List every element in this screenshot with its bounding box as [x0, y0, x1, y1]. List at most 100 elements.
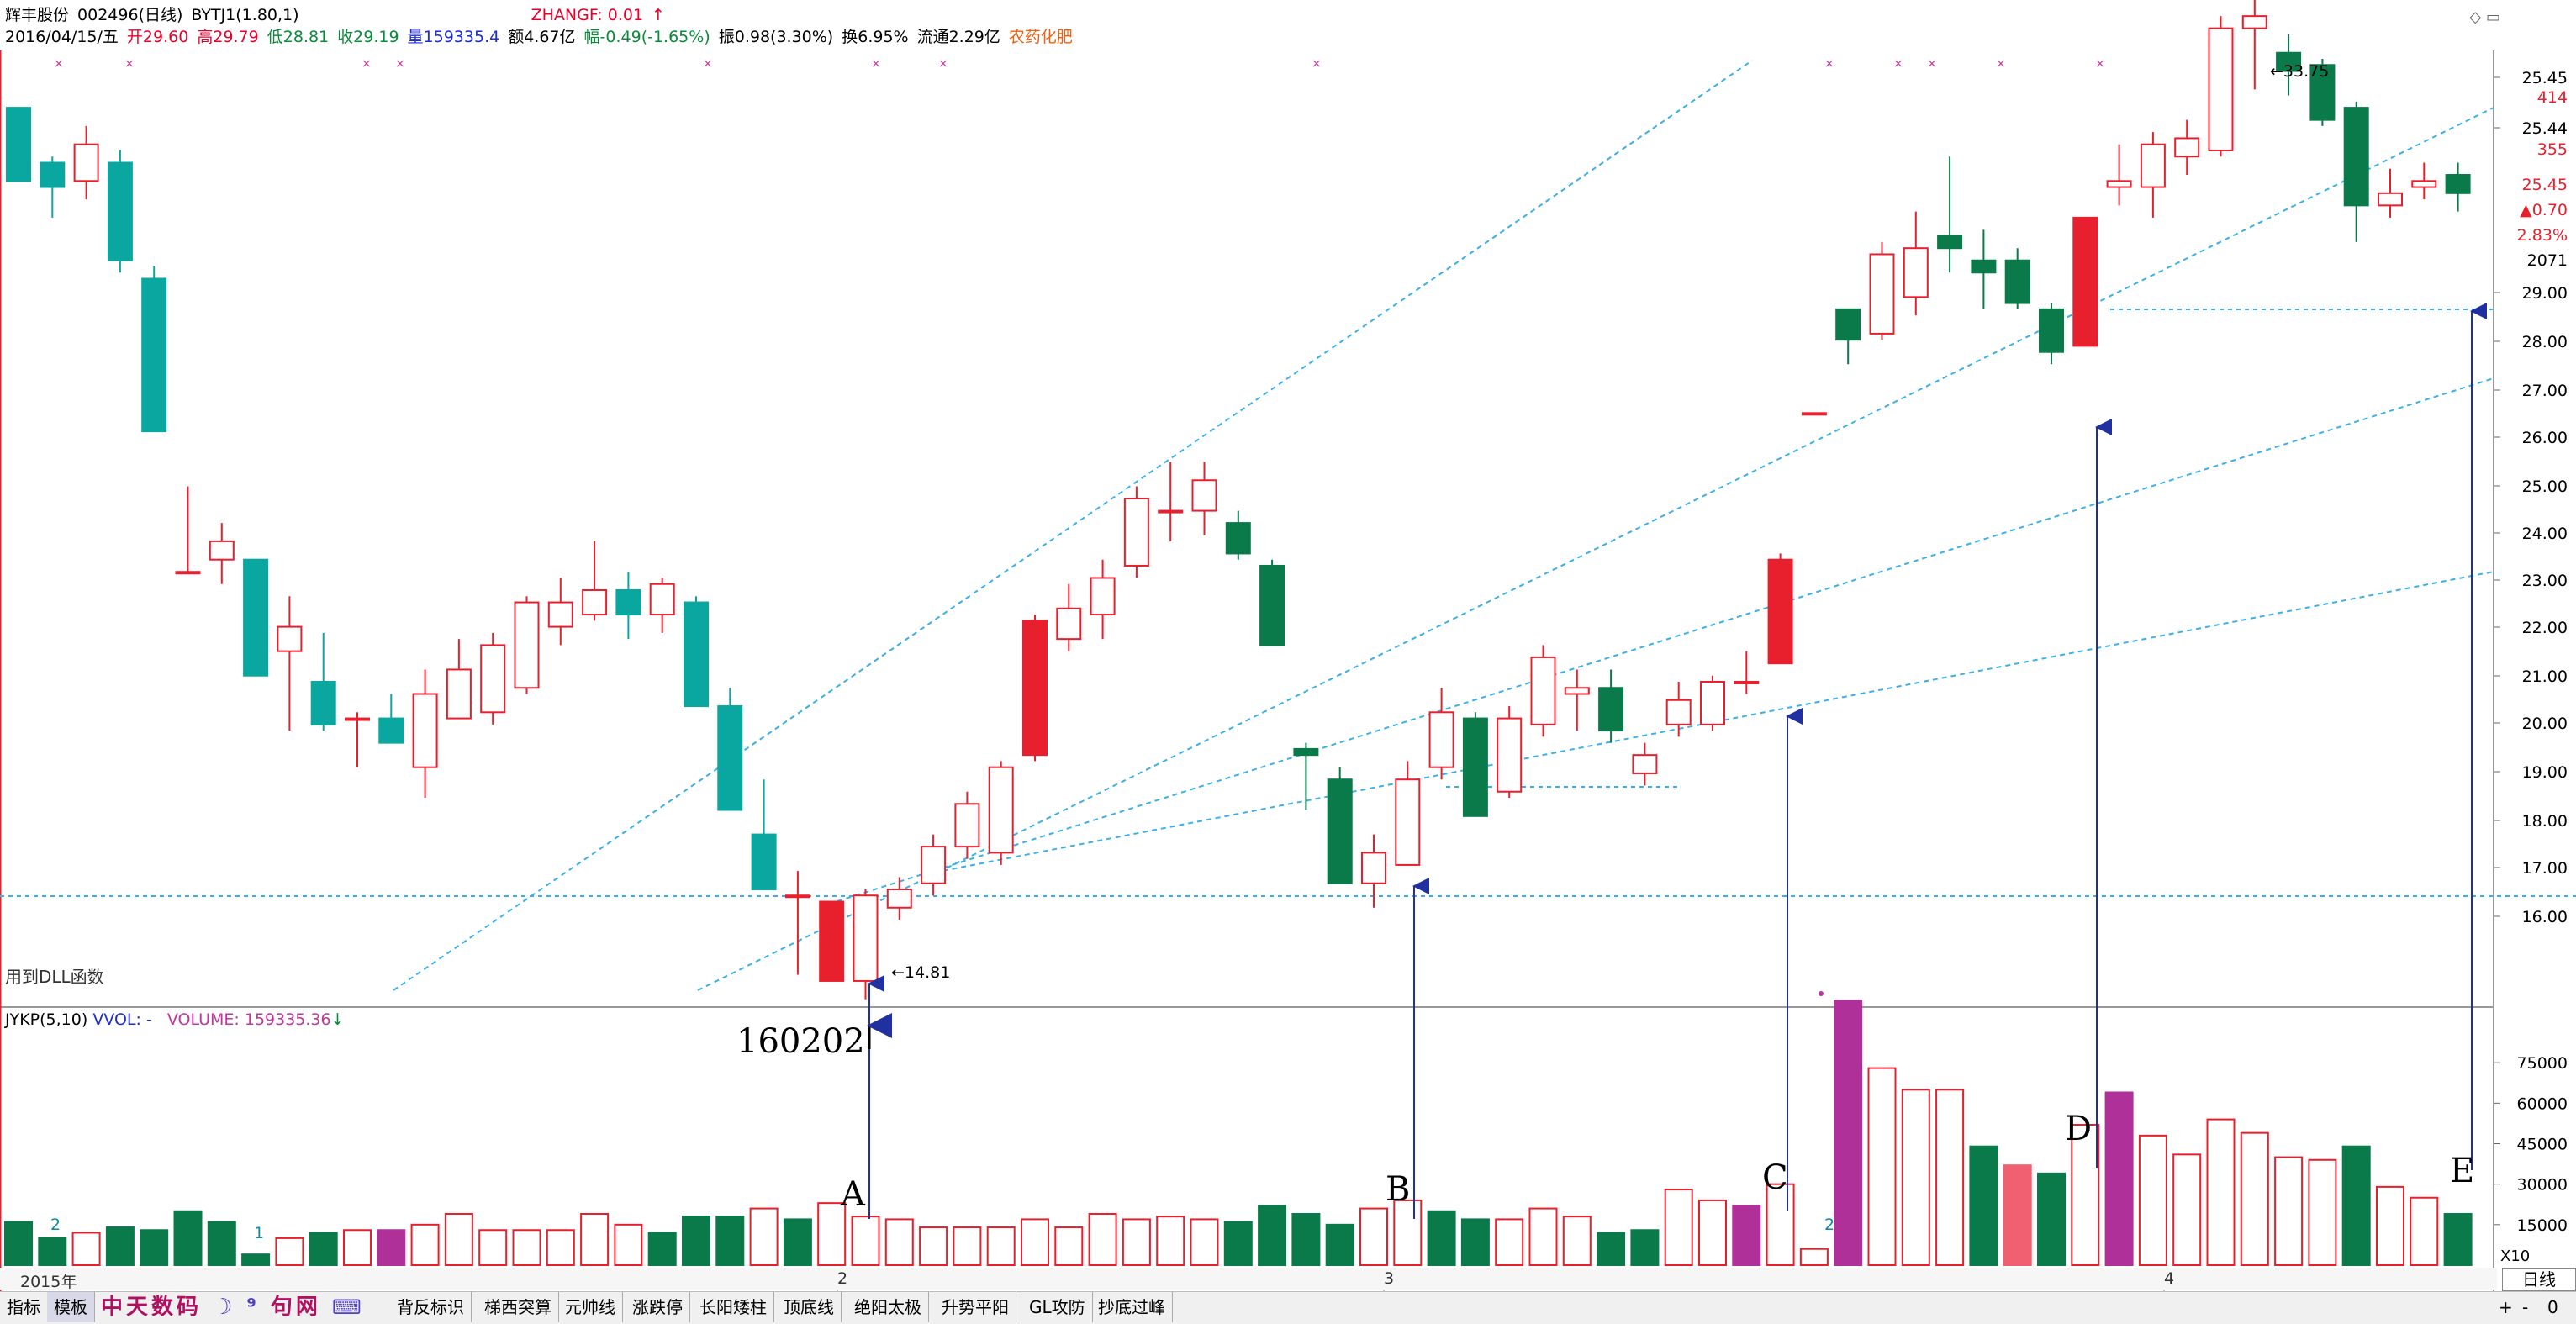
annotation-date: 160202: [736, 1022, 865, 1061]
function-tab-1[interactable]: 背反标识: [390, 1292, 472, 1322]
volume-bar: [2138, 1134, 2167, 1267]
price-tick-label: 25.45: [2522, 69, 2568, 87]
window-controls[interactable]: ◇ ▭: [2469, 8, 2500, 26]
candle: [73, 125, 99, 200]
function-tab-5[interactable]: 长阳矮柱: [693, 1292, 774, 1322]
volume-bar: [1359, 1207, 1388, 1266]
candle-body: [751, 833, 777, 890]
annotation-E: E: [2450, 1152, 2475, 1190]
candle-body: [2343, 107, 2369, 207]
candle: [582, 541, 608, 621]
volume-indicator-name: JYKP(5,10): [5, 1010, 88, 1029]
candle: [310, 632, 336, 731]
candle-body: [2378, 192, 2403, 207]
candle: [2411, 162, 2437, 200]
candle: [1056, 583, 1082, 651]
volume-bar: [580, 1212, 610, 1267]
candle: [684, 596, 709, 708]
bottom-toolbar: 指标 模板 中天数码 ☽ ⁹ 句网 ⌨ 背反标识 梯西突算 元帅线 涨跌停 长阳矮柱 顶底…: [0, 1291, 2576, 1324]
volume-down-arrow-icon: ↓: [330, 1010, 345, 1029]
volume-bar: [817, 1202, 847, 1266]
vvol-label: VVOL: -: [92, 1010, 152, 1029]
function-tab-9[interactable]: GL攻防: [1022, 1292, 1093, 1322]
candle-body: [1056, 607, 1082, 641]
top-marker: ×: [1893, 57, 1903, 71]
candle: [1123, 486, 1149, 578]
zhangf-arrow-icon: ↑: [652, 6, 665, 24]
volume-mark-2: 2: [50, 1216, 61, 1234]
zoom-in-button[interactable]: +: [2499, 1297, 2513, 1317]
candle: [886, 877, 912, 920]
side-value-label: 2071: [2527, 251, 2568, 270]
candle-body: [1225, 522, 1251, 555]
function-tab-2[interactable]: 梯西突算: [478, 1292, 559, 1322]
function-tab-6[interactable]: 顶底线: [777, 1292, 842, 1322]
volume-tick-label: 45000: [2517, 1136, 2568, 1154]
high-price-marker: ←33.75: [2270, 62, 2330, 81]
candle-body: [141, 277, 167, 433]
candle-body: [582, 589, 608, 616]
quote-change: 幅-0.49(-1.65%): [583, 28, 710, 46]
candle: [6, 107, 31, 182]
volume-bar: [851, 1216, 880, 1266]
reset-button[interactable]: 0: [2547, 1297, 2558, 1317]
function-tab-3[interactable]: 元帅线: [558, 1292, 623, 1322]
candle-body: [684, 601, 709, 708]
period-button[interactable]: 日线: [2502, 1268, 2576, 1291]
candle: [649, 578, 675, 633]
volume-bar: [749, 1207, 779, 1266]
maximize-icon[interactable]: ▭: [2485, 8, 2500, 26]
axis-layer: 25.45 25.44 29.00 28.00 27.00 26.00 25.00 24.00…: [54, 57, 2568, 1265]
volume-mark-1: 1: [254, 1224, 265, 1242]
candle: [547, 578, 573, 646]
tab-template[interactable]: 模板: [47, 1292, 95, 1322]
function-tab-4[interactable]: 涨跌停: [626, 1292, 690, 1322]
candle: [717, 688, 743, 811]
candle-body: [2106, 180, 2132, 188]
zoom-out-button[interactable]: -: [2522, 1297, 2529, 1317]
candle: [1191, 462, 1217, 535]
candle-body: [243, 558, 269, 677]
candle-body: [1665, 699, 1692, 725]
volume-bar: [241, 1253, 271, 1266]
volume-bar: [173, 1210, 203, 1267]
candle: [2378, 168, 2403, 218]
candle: [345, 712, 370, 767]
top-marker: ×: [362, 57, 372, 71]
side-value-label: 414: [2537, 88, 2568, 107]
volume-bar: [1427, 1210, 1456, 1267]
date-tick-apr: 4: [2164, 1269, 2175, 1288]
volume-bar: [1495, 1218, 1524, 1267]
volume-bar: [1088, 1212, 1117, 1267]
candle: [1835, 308, 1861, 365]
volume-bar: [2410, 1196, 2439, 1266]
function-tab-10[interactable]: 抄底过峰: [1091, 1292, 1173, 1322]
top-marker: ×: [124, 57, 135, 71]
tab-indicator[interactable]: 指标: [0, 1292, 48, 1322]
keyboard-icon[interactable]: ⌨: [331, 1295, 365, 1319]
volume-bar: [546, 1229, 575, 1267]
volume-bar: [105, 1226, 135, 1266]
candle-body: [1191, 479, 1217, 512]
logo-mark-icon: ⁹: [246, 1295, 260, 1320]
candle: [2445, 162, 2471, 212]
function-tab-7[interactable]: 绝阳太极: [847, 1292, 929, 1322]
trend-line: [837, 377, 2494, 902]
candle-body: [1971, 259, 1997, 274]
candle-body: [2241, 15, 2267, 29]
candle-body: [1497, 717, 1523, 793]
candle: [2004, 248, 2030, 309]
volume-bar: [1054, 1226, 1084, 1266]
candle: [1462, 712, 1488, 817]
volume-bar: [647, 1232, 677, 1267]
candle-body: [1734, 680, 1760, 684]
volume-bar: [1698, 1199, 1727, 1267]
function-tab-8[interactable]: 升势平阳: [935, 1292, 1016, 1322]
restore-icon[interactable]: ◇: [2469, 8, 2482, 26]
candle: [1395, 761, 1421, 866]
moon-icon: ☽: [213, 1295, 236, 1320]
volume-bar: [614, 1223, 643, 1267]
volume-bar: [1156, 1216, 1185, 1266]
candle: [243, 558, 269, 677]
volume-bar: [2071, 1124, 2100, 1266]
